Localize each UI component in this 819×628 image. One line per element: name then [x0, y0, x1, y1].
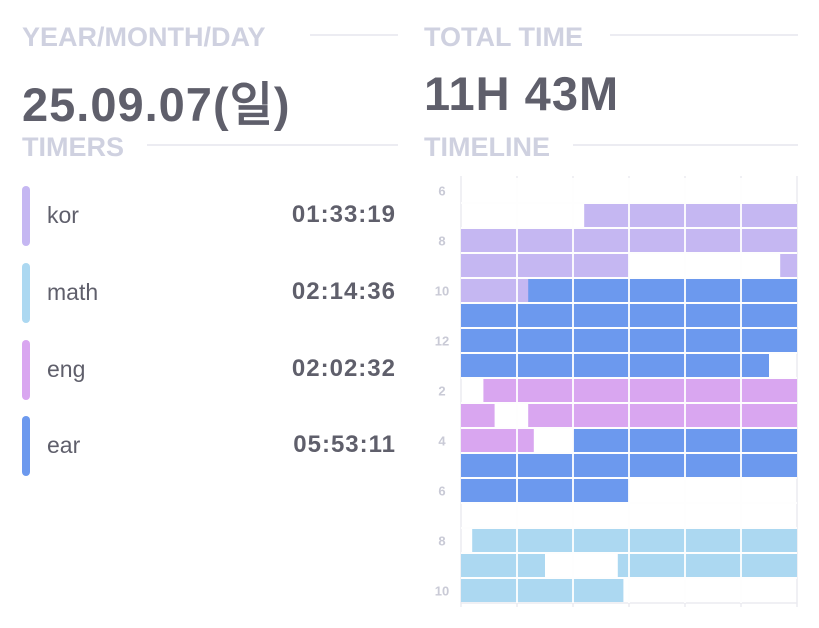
hour-tick-label: 12 [435, 334, 449, 349]
session-block-eng [461, 404, 495, 427]
timeline-divider [573, 144, 798, 146]
timeline-label: TIMELINE [424, 132, 550, 162]
date-value: 25.09.07(일) [22, 78, 291, 131]
session-block-math [461, 554, 545, 577]
hour-tick-label: 4 [438, 434, 446, 449]
timer-name: eng [47, 356, 86, 382]
session-block-ear [461, 354, 769, 377]
timer-name: math [47, 279, 99, 305]
timer-color-bar [22, 263, 30, 323]
total-time-divider [610, 34, 798, 36]
date-divider [310, 34, 398, 36]
timer-time: 02:14:36 [291, 278, 396, 305]
hour-tick-label: 8 [438, 534, 445, 549]
session-block-math [472, 529, 797, 552]
session-block-kor [780, 254, 797, 277]
timer-color-bar [22, 340, 30, 400]
hour-tick-label: 10 [435, 584, 449, 599]
session-block-kor [461, 254, 629, 277]
hour-tick-label: 8 [438, 234, 445, 249]
timer-time: 01:33:19 [291, 201, 396, 228]
hour-tick-label: 10 [435, 284, 449, 299]
timer-time: 02:02:32 [291, 355, 396, 382]
hour-tick-label: 6 [438, 184, 445, 199]
date-label: YEAR/MONTH/DAY [22, 22, 266, 52]
total-time-label: TOTAL TIME [424, 22, 583, 52]
timer-row-eng[interactable]: eng 02:02:32 [22, 340, 396, 400]
timer-name: kor [47, 202, 79, 228]
timers-divider [147, 144, 398, 146]
session-block-kor [584, 204, 797, 227]
total-time-value: 11H 43M [424, 67, 620, 120]
timer-row-math[interactable]: math 02:14:36 [22, 263, 396, 323]
timer-row-ear[interactable]: ear 05:53:11 [22, 416, 396, 476]
timer-time: 05:53:11 [293, 431, 396, 458]
session-block-math [617, 554, 797, 577]
timers-label: TIMERS [22, 132, 125, 162]
timeline-grid: 6 8 10 12 2 4 6 8 10 [435, 176, 798, 607]
hour-tick-label: 6 [438, 484, 445, 499]
timer-color-bar [22, 416, 30, 476]
timer-color-bar [22, 186, 30, 246]
session-block-eng [461, 429, 534, 452]
session-block-eng [528, 404, 797, 427]
session-block-ear [528, 279, 797, 302]
timer-name: ear [47, 432, 81, 458]
session-block-ear [461, 479, 629, 502]
hour-tick-label: 2 [438, 384, 445, 399]
timer-row-kor[interactable]: kor 01:33:19 [22, 186, 396, 246]
session-block-eng [483, 379, 797, 402]
session-block-math [461, 579, 624, 602]
